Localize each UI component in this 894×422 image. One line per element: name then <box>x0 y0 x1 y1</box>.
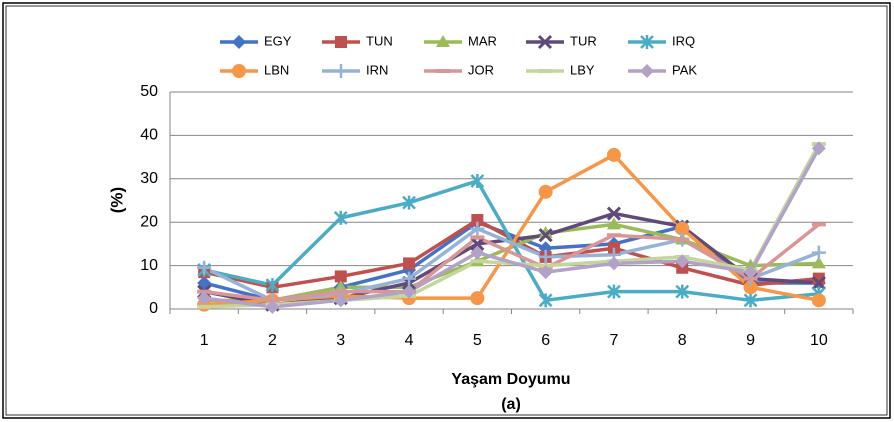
marker <box>538 293 553 308</box>
marker <box>265 299 280 314</box>
marker <box>265 278 280 293</box>
y-tick-label: 50 <box>140 83 158 100</box>
x-axis-label: Yaşam Doyumu <box>451 371 570 388</box>
marker <box>538 228 553 243</box>
legend-label: IRN <box>366 62 388 77</box>
y-tick-label: 40 <box>140 127 158 144</box>
marker <box>606 217 621 230</box>
y-tick-label: 10 <box>140 257 158 274</box>
legend-label: TUR <box>570 33 597 48</box>
marker <box>743 280 758 295</box>
marker <box>197 291 212 306</box>
marker <box>538 249 553 264</box>
marker <box>334 270 347 283</box>
marker <box>811 245 826 260</box>
marker <box>402 195 416 210</box>
marker <box>538 226 553 239</box>
marker <box>640 64 654 78</box>
marker <box>537 34 553 50</box>
x-tick-label: 5 <box>473 332 482 349</box>
marker <box>471 214 484 227</box>
marker <box>232 35 246 49</box>
x-tick-label: 2 <box>268 332 277 349</box>
marker <box>606 206 622 221</box>
marker <box>607 284 621 299</box>
x-tick-label: 3 <box>336 332 345 349</box>
marker <box>811 275 826 291</box>
caption: (a) <box>501 396 521 413</box>
x-tick-label: 4 <box>405 332 414 349</box>
marker <box>333 210 348 225</box>
legend-label: LBY <box>570 62 595 77</box>
marker <box>470 245 485 260</box>
marker <box>470 291 485 306</box>
marker <box>538 265 553 280</box>
legend-label: TUN <box>366 33 393 48</box>
marker <box>232 64 246 78</box>
series-line <box>203 222 820 303</box>
series-line <box>203 147 821 309</box>
legend-label: EGY <box>264 33 292 48</box>
legend-label: LBN <box>264 62 289 77</box>
marker <box>333 293 348 308</box>
marker <box>743 258 758 271</box>
marker <box>811 293 826 308</box>
y-axis-label: (%) <box>107 187 126 213</box>
y-tick-label: 20 <box>140 213 158 230</box>
marker <box>811 256 826 269</box>
marker <box>335 36 347 48</box>
marker <box>470 221 485 236</box>
marker <box>538 184 553 199</box>
marker <box>743 293 758 308</box>
marker <box>334 64 348 78</box>
series-line <box>203 179 820 303</box>
marker <box>675 254 690 269</box>
x-tick-label: 8 <box>678 332 687 349</box>
marker <box>197 260 212 275</box>
marker <box>606 147 621 162</box>
marker <box>606 256 621 271</box>
marker <box>470 173 485 188</box>
marker <box>743 265 758 280</box>
marker <box>470 236 485 251</box>
legend-label: JOR <box>468 62 494 77</box>
marker <box>403 257 416 270</box>
marker <box>811 141 826 156</box>
x-tick-label: 9 <box>746 332 755 349</box>
marker <box>436 35 450 47</box>
x-tick-label: 10 <box>810 332 828 349</box>
legend-label: MAR <box>468 33 497 48</box>
marker <box>402 284 417 299</box>
x-tick-label: 7 <box>609 332 618 349</box>
marker <box>675 221 690 236</box>
marker <box>675 284 690 299</box>
y-tick-label: 30 <box>140 170 158 187</box>
series-line <box>203 211 819 307</box>
marker <box>402 271 417 286</box>
x-tick-label: 1 <box>200 332 209 349</box>
x-tick-label: 6 <box>541 332 550 349</box>
legend-label: IRQ <box>672 33 695 48</box>
frame-inner <box>5 5 888 416</box>
marker <box>640 35 654 49</box>
legend-label: PAK <box>672 62 697 77</box>
y-tick-label: 0 <box>149 300 158 317</box>
marker <box>333 280 348 293</box>
